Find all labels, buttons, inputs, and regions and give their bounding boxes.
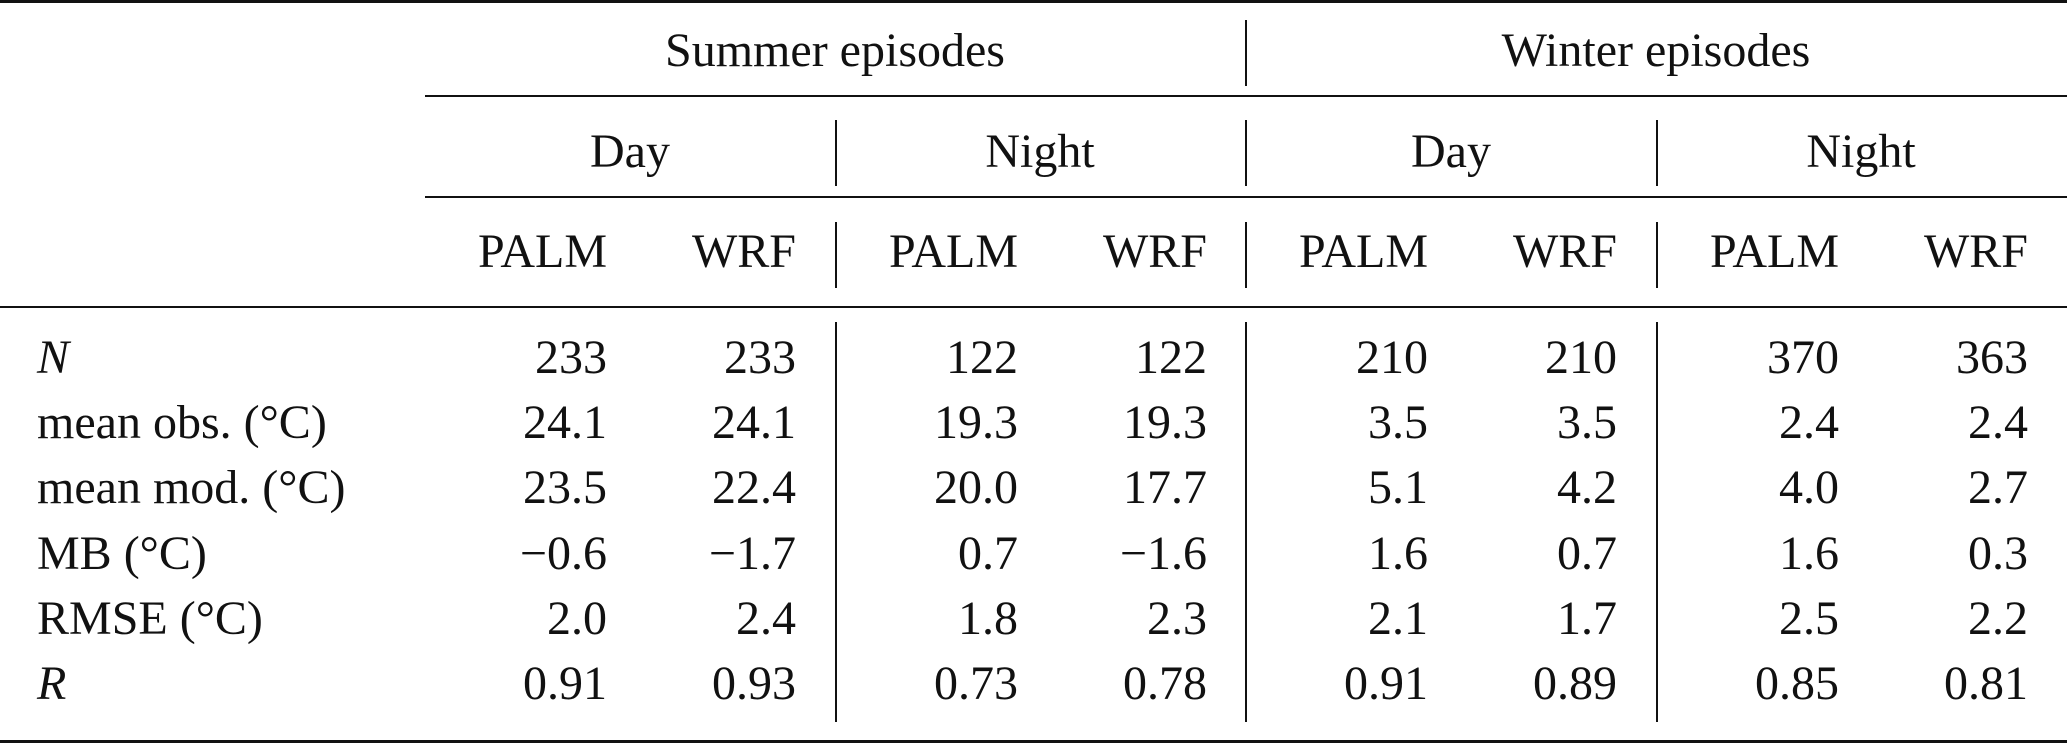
row-label: mean obs. (°C)	[37, 396, 327, 449]
table-cell: 0.91	[523, 657, 607, 710]
period-separator	[1656, 222, 1658, 288]
table-cell: 4.0	[1779, 461, 1839, 514]
table-cell: 0.93	[712, 657, 796, 710]
table-cell: 19.3	[934, 396, 1018, 449]
table-cell: 24.1	[712, 396, 796, 449]
table-cell: 2.4	[1968, 396, 2028, 449]
table-cell: −0.6	[519, 527, 607, 580]
table-cell: 17.7	[1123, 461, 1207, 514]
table-cell: 2.4	[736, 592, 796, 645]
season-separator	[1245, 222, 1247, 288]
table-cell: 0.81	[1944, 657, 2028, 710]
season-separator	[1245, 120, 1247, 186]
table-cell: 2.4	[1779, 396, 1839, 449]
period-header-summer-day: Day	[590, 125, 670, 178]
table-cell: 3.5	[1368, 396, 1428, 449]
table-cell: 0.73	[934, 657, 1018, 710]
row-label: mean mod. (°C)	[37, 461, 346, 514]
table-cell: 1.7	[1557, 592, 1617, 645]
model-header-palm: PALM	[478, 225, 607, 278]
table-cell: 2.5	[1779, 592, 1839, 645]
table-cell: 122	[1135, 331, 1207, 384]
group-header-winter: Winter episodes	[1501, 24, 1811, 77]
table-cell: 1.6	[1779, 527, 1839, 580]
group-rule	[425, 95, 2067, 97]
table-cell: 210	[1356, 331, 1428, 384]
model-header-palm: PALM	[1710, 225, 1839, 278]
table-cell: 210	[1545, 331, 1617, 384]
table-cell: −1.7	[708, 527, 796, 580]
table-cell: 0.89	[1533, 657, 1617, 710]
period-header-summer-night: Night	[985, 125, 1095, 178]
row-label: RMSE (°C)	[37, 592, 263, 645]
table-cell: 0.85	[1755, 657, 1839, 710]
table-cell: 0.7	[1557, 527, 1617, 580]
period-separator	[1656, 120, 1658, 186]
bottom-rule	[0, 740, 2067, 743]
table-cell: 2.3	[1147, 592, 1207, 645]
table-cell: 2.0	[547, 592, 607, 645]
model-header-palm: PALM	[889, 225, 1018, 278]
table-cell: 24.1	[523, 396, 607, 449]
period-separator	[835, 120, 837, 186]
period-separator	[835, 322, 837, 722]
table-cell: 2.1	[1368, 592, 1428, 645]
table-cell: 233	[724, 331, 796, 384]
table-cell: 4.2	[1557, 461, 1617, 514]
model-header-wrf: WRF	[1512, 225, 1617, 278]
table-cell: 3.5	[1557, 396, 1617, 449]
period-rule	[425, 196, 2067, 198]
table-cell: 1.8	[958, 592, 1018, 645]
season-separator	[1245, 322, 1247, 722]
period-header-winter-day: Day	[1411, 125, 1491, 178]
row-label: MB (°C)	[37, 527, 207, 580]
table-cell: 5.1	[1368, 461, 1428, 514]
header-rule	[0, 306, 2067, 308]
season-separator	[1245, 20, 1247, 86]
table-cell: 20.0	[934, 461, 1018, 514]
table-cell: 2.2	[1968, 592, 2028, 645]
table-cell: 0.3	[1968, 527, 2028, 580]
model-header-palm: PALM	[1299, 225, 1428, 278]
table-cell: 0.91	[1344, 657, 1428, 710]
table-cell: 1.6	[1368, 527, 1428, 580]
table-cell: 2.7	[1968, 461, 2028, 514]
model-header-wrf: WRF	[1102, 225, 1207, 278]
table-cell: 363	[1956, 331, 2028, 384]
model-header-wrf: WRF	[691, 225, 796, 278]
row-label: R	[37, 657, 67, 710]
row-label: N	[37, 331, 70, 384]
table-cell: −1.6	[1119, 527, 1207, 580]
table-cell: 233	[535, 331, 607, 384]
table-cell: 0.78	[1123, 657, 1207, 710]
table-cell: 122	[946, 331, 1018, 384]
table-cell: 370	[1767, 331, 1839, 384]
period-separator	[1656, 322, 1658, 722]
table-cell: 19.3	[1123, 396, 1207, 449]
table-cell: 23.5	[523, 461, 607, 514]
model-header-wrf: WRF	[1923, 225, 2028, 278]
table-cell: 22.4	[712, 461, 796, 514]
group-header-summer: Summer episodes	[665, 24, 1005, 77]
table-cell: 0.7	[958, 527, 1018, 580]
top-rule	[0, 0, 2067, 3]
period-header-winter-night: Night	[1806, 125, 1916, 178]
period-separator	[835, 222, 837, 288]
